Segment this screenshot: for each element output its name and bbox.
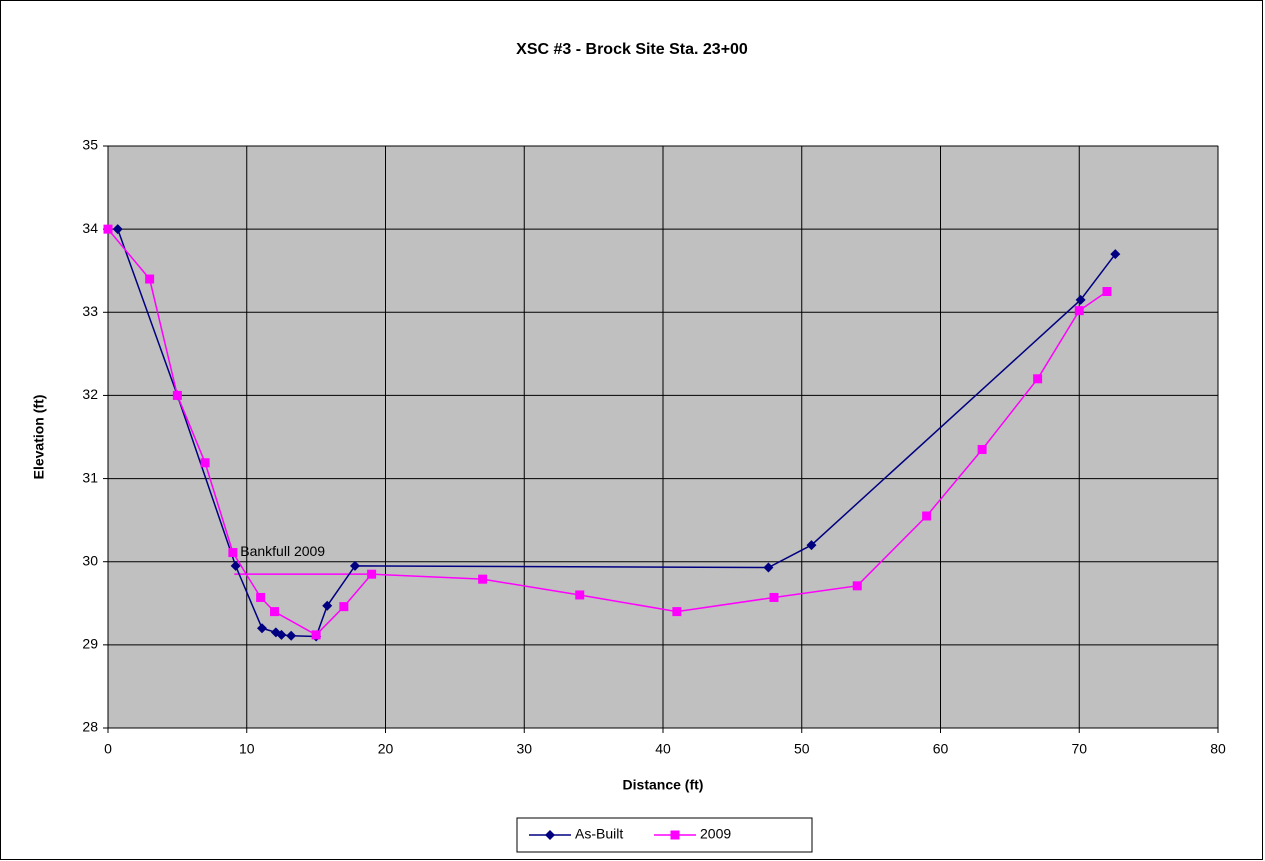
data-point [1074,306,1084,316]
data-point [977,444,987,454]
y-tick-label: 28 [82,719,98,735]
x-tick-label: 70 [1071,741,1087,757]
y-tick-label: 30 [82,552,98,568]
y-tick-label: 35 [82,137,98,153]
data-point [311,630,321,640]
data-point [367,569,377,579]
data-point [575,590,585,600]
data-point [103,224,113,234]
data-point [769,592,779,602]
data-point [257,623,268,634]
data-point [256,592,266,602]
data-point [322,600,333,611]
x-tick-label: 20 [378,741,394,757]
x-tick-label: 10 [239,741,255,757]
y-axis-label: Elevation (ft) [31,395,47,480]
data-point [286,630,297,641]
data-point [672,607,682,617]
x-tick-label: 30 [516,741,532,757]
x-tick-label: 0 [104,741,112,757]
y-tick-label: 34 [82,220,98,236]
legend-marker [545,830,555,840]
y-tick-label: 32 [82,386,98,402]
legend-label: As-Built [575,826,623,842]
data-point [145,274,155,284]
data-point [349,560,360,571]
data-point [230,560,241,571]
data-point [112,224,123,235]
data-point [806,540,817,551]
data-point [276,629,287,640]
data-point [1033,374,1043,384]
legend-marker [670,830,680,840]
annotation: Bankfull 2009 [240,543,325,559]
data-point [228,548,238,558]
x-tick-label: 40 [655,741,671,757]
data-point [200,458,210,468]
data-point [922,511,932,521]
y-tick-label: 29 [82,636,98,652]
data-point [172,390,182,400]
y-tick-label: 31 [82,469,98,485]
data-point [1102,287,1112,296]
legend-label: 2009 [700,826,731,842]
series-line [107,228,1108,636]
x-tick-label: 50 [794,741,810,757]
x-tick-label: 60 [933,741,949,757]
series-line [117,228,1116,638]
data-point [1075,294,1086,305]
data-point [852,581,862,591]
x-tick-label: 80 [1210,741,1226,757]
data-point [1110,249,1121,260]
data-point [270,607,279,617]
data-point [339,602,349,612]
y-tick-label: 33 [82,303,98,319]
chart-title: XSC #3 - Brock Site Sta. 23+00 [516,41,748,58]
data-point [763,562,774,573]
data-point [478,574,488,584]
x-axis-label: Distance (ft) [623,777,704,793]
